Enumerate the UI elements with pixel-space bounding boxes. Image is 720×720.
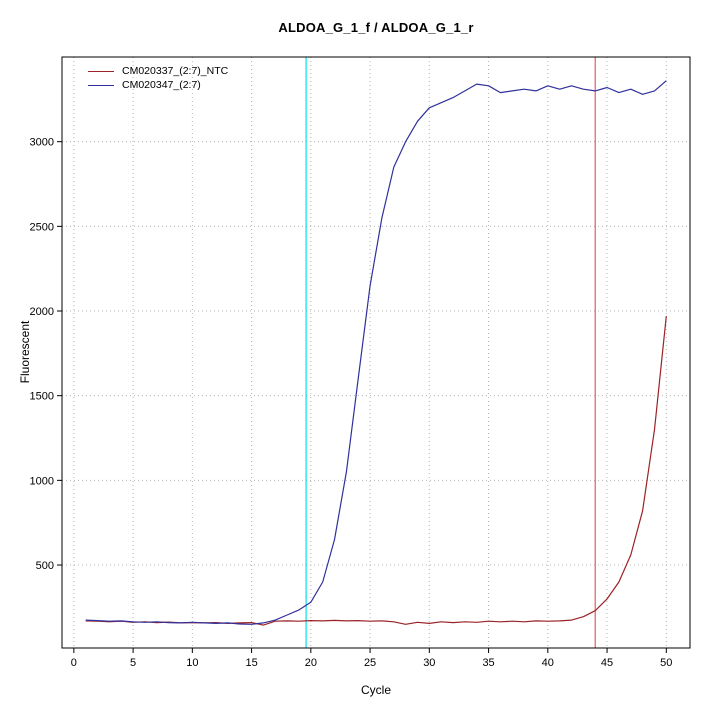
x-tick-label-10: 10	[186, 657, 198, 669]
x-tick-label-15: 15	[245, 657, 257, 669]
y-tick-label-3000: 3000	[30, 137, 54, 149]
x-tick-label-20: 20	[305, 657, 317, 669]
legend: CM020337_(2:7)_NTC CM020347_(2:7)	[88, 64, 228, 92]
legend-item-sample: CM020347_(2:7)	[88, 78, 228, 92]
x-axis-label: Cycle	[360, 683, 391, 697]
x-tick-label-35: 35	[482, 657, 494, 669]
x-tick-label-5: 5	[130, 657, 136, 669]
x-tick-label-50: 50	[660, 657, 672, 669]
plot-border	[61, 56, 691, 649]
x-tick-label-30: 30	[423, 657, 435, 669]
legend-label-ntc: CM020337_(2:7)_NTC	[122, 65, 229, 77]
y-tick-label-1500: 1500	[30, 391, 54, 403]
y-tick-label-1000: 1000	[30, 475, 54, 487]
series-line-ntc	[85, 316, 667, 626]
y-tick-label-2000: 2000	[30, 306, 54, 318]
legend-label-sample: CM020347_(2:7)	[122, 79, 201, 91]
legend-line-swatch-ntc	[88, 70, 114, 72]
y-tick-label-500: 500	[36, 560, 54, 572]
y-tick-label-2500: 2500	[30, 221, 54, 233]
series-line-sample	[85, 80, 667, 625]
x-tick-label-0: 0	[71, 657, 77, 669]
chart-title: ALDOA_G_1_f / ALDOA_G_1_r	[278, 20, 474, 35]
x-tick-label-25: 25	[364, 657, 376, 669]
x-tick-label-45: 45	[601, 657, 613, 669]
legend-line-swatch-sample	[88, 84, 114, 86]
x-tick-label-40: 40	[542, 657, 554, 669]
legend-item-ntc: CM020337_(2:7)_NTC	[88, 64, 228, 78]
